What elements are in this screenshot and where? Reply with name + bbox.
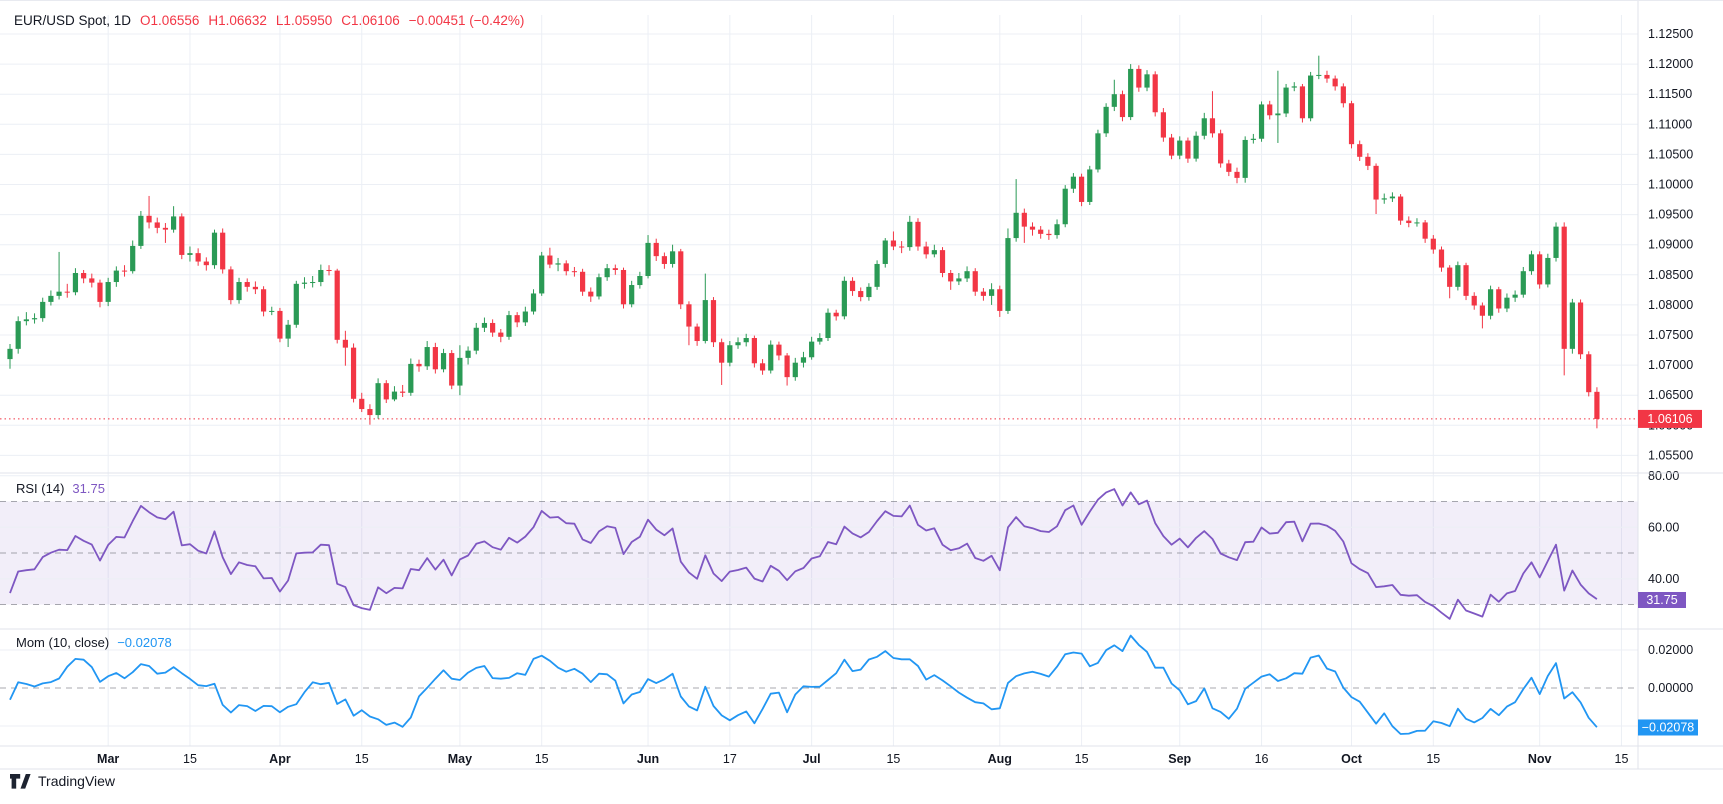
svg-text:80.00: 80.00 [1648, 469, 1679, 483]
legend-change: −0.00451 (−0.42%) [408, 13, 525, 28]
svg-text:1.11500: 1.11500 [1648, 87, 1692, 101]
legend-high: H1.06632 [208, 13, 267, 28]
svg-text:16: 16 [1255, 752, 1269, 766]
rsi-legend[interactable]: RSI (14) 31.75 [16, 481, 105, 496]
mom-badge: −0.02078 [1638, 719, 1698, 736]
mom-plot [9, 634, 1598, 735]
svg-text:1.05500: 1.05500 [1648, 448, 1693, 462]
symbol-title: EUR/USD Spot, 1D [14, 13, 132, 28]
rsi-plot [9, 488, 1598, 620]
chart-canvas[interactable]: 1.12500 1.12000 1.11500 1.11000 1.10500 1.100… [0, 1, 1723, 775]
svg-text:1.11000: 1.11000 [1648, 117, 1692, 131]
svg-text:Apr: Apr [269, 752, 291, 766]
svg-text:15: 15 [183, 752, 197, 766]
mom-value: −0.02078 [117, 635, 172, 650]
mom-label: Mom (10, close) [16, 635, 110, 650]
svg-text:1.08500: 1.08500 [1648, 268, 1693, 282]
svg-text:15: 15 [886, 752, 900, 766]
tradingview-brand-text: TradingView [38, 773, 116, 789]
svg-text:1.07500: 1.07500 [1648, 328, 1693, 342]
svg-text:Mar: Mar [97, 752, 119, 766]
svg-text:1.06500: 1.06500 [1648, 388, 1693, 402]
svg-text:Aug: Aug [988, 752, 1012, 766]
svg-text:1.07000: 1.07000 [1648, 358, 1693, 372]
svg-text:17: 17 [723, 752, 737, 766]
svg-text:0.00000: 0.00000 [1648, 681, 1693, 695]
rsi-label: RSI (14) [16, 481, 65, 496]
svg-text:1.06106: 1.06106 [1647, 412, 1692, 426]
svg-text:15: 15 [1615, 752, 1629, 766]
svg-text:May: May [448, 752, 472, 766]
legend-close: C1.06106 [341, 13, 400, 28]
svg-text:1.09500: 1.09500 [1648, 208, 1693, 222]
svg-text:60.00: 60.00 [1648, 520, 1679, 534]
rsi-badge: 31.75 [1638, 591, 1686, 608]
svg-text:Jun: Jun [637, 752, 659, 766]
candles-layer [7, 55, 1600, 429]
svg-text:Jul: Jul [803, 752, 821, 766]
svg-text:Nov: Nov [1528, 752, 1552, 766]
price-badge: 1.06106 [1638, 409, 1702, 428]
svg-text:−0.02078: −0.02078 [1642, 721, 1695, 735]
rsi-value: 31.75 [72, 481, 105, 496]
svg-text:1.12000: 1.12000 [1648, 57, 1693, 71]
tradingview-attribution[interactable]: TradingView [10, 773, 115, 789]
svg-text:1.08000: 1.08000 [1648, 298, 1693, 312]
svg-text:1.10000: 1.10000 [1648, 178, 1693, 192]
mom-legend[interactable]: Mom (10, close) −0.02078 [16, 635, 172, 650]
tradingview-logo-icon [10, 773, 31, 789]
legend-low: L1.05950 [275, 13, 333, 28]
svg-text:0.02000: 0.02000 [1648, 643, 1693, 657]
chart-legend[interactable]: EUR/USD Spot, 1D O1.06556 H1.06632 L1.05950… [14, 13, 524, 28]
svg-text:1.10500: 1.10500 [1648, 147, 1693, 161]
svg-text:1.12500: 1.12500 [1648, 27, 1693, 41]
svg-text:1.09000: 1.09000 [1648, 238, 1693, 252]
svg-text:Sep: Sep [1168, 752, 1191, 766]
svg-text:15: 15 [1075, 752, 1089, 766]
svg-text:40.00: 40.00 [1648, 572, 1679, 586]
svg-text:15: 15 [1426, 752, 1440, 766]
svg-text:15: 15 [535, 752, 549, 766]
svg-text:31.75: 31.75 [1646, 593, 1677, 607]
legend-open: O1.06556 [140, 13, 200, 28]
svg-text:Oct: Oct [1341, 752, 1363, 766]
svg-text:15: 15 [355, 752, 369, 766]
chart-svg: 1.12500 1.12000 1.11500 1.11000 1.10500 1.100… [0, 1, 1723, 770]
